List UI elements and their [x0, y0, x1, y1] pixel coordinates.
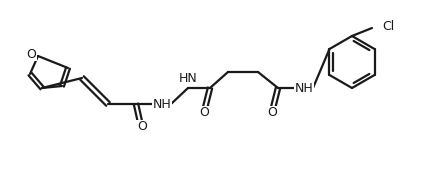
Text: O: O: [267, 107, 277, 119]
Text: O: O: [199, 107, 209, 119]
Text: NH: NH: [295, 82, 313, 95]
Text: O: O: [137, 121, 147, 134]
Text: NH: NH: [152, 98, 171, 111]
Text: O: O: [26, 47, 36, 61]
Text: HN: HN: [179, 72, 198, 84]
Text: Cl: Cl: [382, 20, 394, 33]
